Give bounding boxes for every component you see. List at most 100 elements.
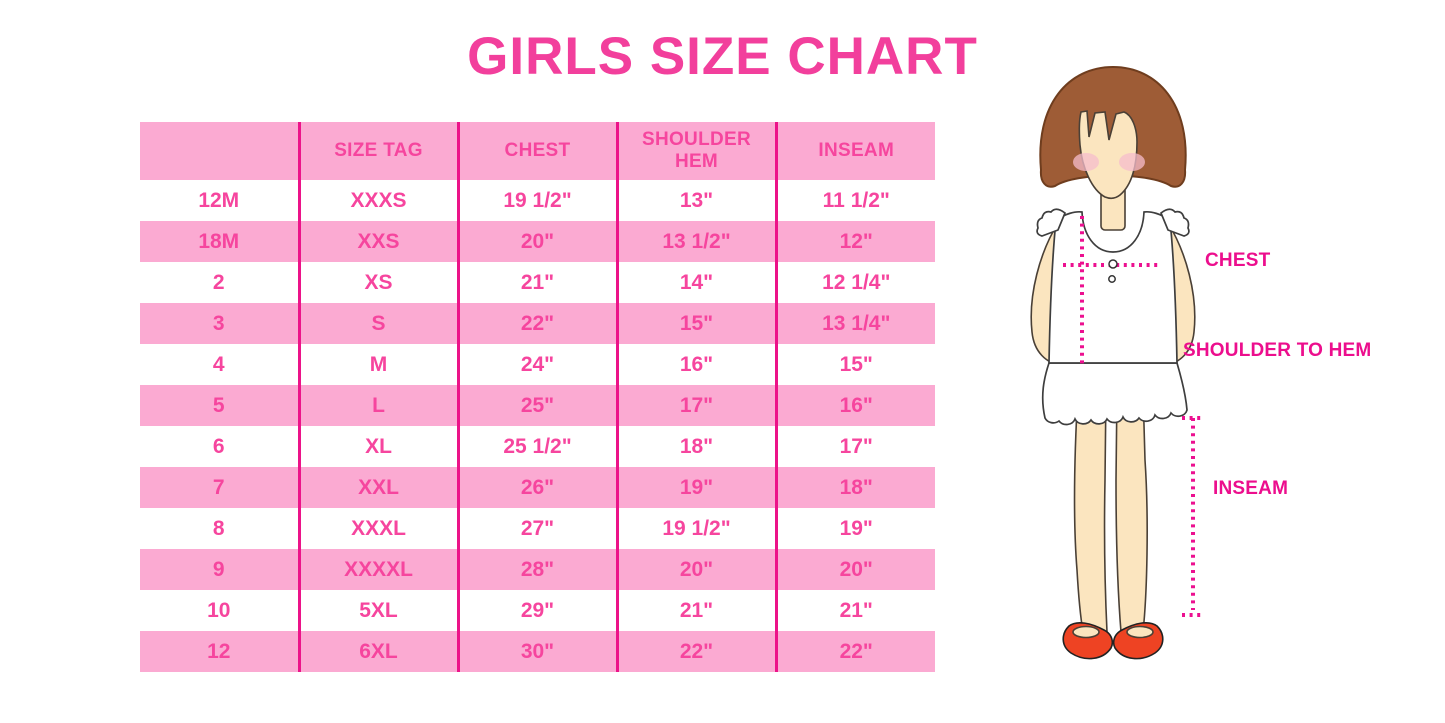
table-cell: L — [297, 385, 458, 426]
table-row: 10 5XL 29" 21" 21" — [140, 590, 935, 631]
table-cell: XS — [297, 262, 458, 303]
column-header: CHEST — [456, 122, 617, 180]
right-shoe-opening — [1126, 625, 1154, 639]
table-row: 7 XXL 26" 19" 18" — [140, 467, 935, 508]
table-cell: 15" — [615, 303, 776, 344]
table-cell: 18M — [140, 221, 299, 262]
table-cell: 29" — [456, 590, 617, 631]
table-cell: XXXL — [297, 508, 458, 549]
table-row: 6 XL 25 1/2" 18" 17" — [140, 426, 935, 467]
chest-measure-label: CHEST — [1205, 250, 1271, 271]
table-row: 2 XS 21" 14" 12 1/4" — [140, 262, 935, 303]
table-cell: 26" — [456, 467, 617, 508]
table-cell: 2 — [212, 270, 225, 294]
table-cell: 16" — [774, 385, 935, 426]
table-cell: 13 1/4" — [774, 303, 935, 344]
table-cell: 6 — [212, 434, 225, 458]
table-row: 9 XXXXL 28" 20" 20" — [140, 549, 935, 590]
table-cell: XXS — [297, 221, 458, 262]
table-cell: 7 — [140, 467, 299, 508]
table-cell: 16" — [615, 344, 776, 385]
inseam-measure-label: INSEAM — [1213, 478, 1289, 499]
table-cell: 19" — [774, 508, 935, 549]
table-cell: 21" — [456, 262, 617, 303]
table-cell: 21" — [774, 590, 935, 631]
table-cell: 13" — [615, 180, 776, 221]
top-button — [1108, 259, 1118, 269]
right-shoulder-ruffle — [1159, 208, 1190, 237]
table-cell: 12 — [140, 631, 299, 672]
table-row: 8 XXXL 27" 19 1/2" 19" — [140, 508, 935, 549]
table-cell: 17" — [615, 385, 776, 426]
table-row: 4 M 24" 16" 15" — [140, 344, 935, 385]
table-cell: 22" — [774, 631, 935, 672]
table-row: 18M XXS 20" 13 1/2" 12" — [140, 221, 935, 262]
table-cell: XXXXL — [297, 549, 458, 590]
column-header — [140, 122, 299, 180]
table-cell: 8 — [212, 516, 225, 540]
table-cell: 20" — [774, 549, 935, 590]
table-cell: 15" — [774, 344, 935, 385]
table-cell: M — [297, 344, 458, 385]
left-shoulder-ruffle — [1036, 208, 1067, 237]
table-cell: XXL — [297, 467, 458, 508]
girl-face — [1078, 110, 1138, 200]
table-cell: 22" — [615, 631, 776, 672]
table-cell: 17" — [774, 426, 935, 467]
table-cell: 19" — [615, 467, 776, 508]
table-cell: 4 — [212, 352, 225, 376]
table-cell: XXXS — [297, 180, 458, 221]
table-cell: 12M — [198, 188, 240, 212]
table-cell: 5XL — [297, 590, 458, 631]
table-cell: 5 — [140, 385, 299, 426]
table-cell: 25" — [456, 385, 617, 426]
column-header: INSEAM — [774, 122, 935, 180]
bodice-top — [1048, 210, 1178, 364]
girl-illustration — [1030, 65, 1204, 660]
left-blush — [1073, 153, 1099, 171]
table-row: 12 6XL 30" 22" 22" — [140, 631, 935, 672]
table-row: 12M XXXS 19 1/2" 13" 11 1/2" — [140, 180, 935, 221]
table-row: 5 L 25" 17" 16" — [140, 385, 935, 426]
table-cell: 27" — [456, 508, 617, 549]
table-cell: 18" — [615, 426, 776, 467]
table-cell: 22" — [456, 303, 617, 344]
table-body: 12M XXXS 19 1/2" 13" 11 1/2" 18M XXS 20" 13 1/2"… — [140, 180, 935, 672]
right-blush — [1119, 153, 1145, 171]
table-row: 3 S 22" 15" 13 1/4" — [140, 303, 935, 344]
skirt-ruffle — [1041, 362, 1188, 426]
table-cell: 13 1/2" — [615, 221, 776, 262]
table-cell: 14" — [615, 262, 776, 303]
girls-size-chart-table: SIZE TAG CHEST SHOULDER HEM INSEAM 12M XXXS 1… — [140, 122, 935, 672]
table-cell: XL — [297, 426, 458, 467]
column-header: SIZE TAG — [297, 122, 458, 180]
header-row: SIZE TAG CHEST SHOULDER HEM INSEAM — [140, 122, 935, 180]
table-cell: 28" — [456, 549, 617, 590]
table-cell: 9 — [140, 549, 299, 590]
table-cell: 30" — [456, 631, 617, 672]
table-cell: 6XL — [297, 631, 458, 672]
table-cell: 10 — [207, 598, 231, 622]
page-title: GIRLS SIZE CHART — [467, 27, 978, 86]
table-header: SIZE TAG CHEST SHOULDER HEM INSEAM — [140, 122, 935, 180]
table-cell: 20" — [615, 549, 776, 590]
left-leg — [1073, 389, 1108, 633]
table-cell: 19 1/2" — [456, 180, 617, 221]
table-cell: 12" — [774, 221, 935, 262]
table-cell: 19 1/2" — [615, 508, 776, 549]
table-cell: 20" — [456, 221, 617, 262]
shoulder-to-hem-measure-label: SHOULDER TO HEM — [1183, 340, 1372, 361]
table-cell: 25 1/2" — [456, 426, 617, 467]
table-cell: S — [297, 303, 458, 344]
table-cell: 24" — [456, 344, 617, 385]
table-cell: 12 1/4" — [774, 262, 935, 303]
table-cell: 3 — [140, 303, 299, 344]
table-cell: 21" — [615, 590, 776, 631]
right-leg — [1115, 389, 1148, 633]
bottom-button — [1108, 275, 1116, 283]
left-shoe-opening — [1072, 625, 1100, 639]
table-cell: 18" — [774, 467, 935, 508]
table-cell: 11 1/2" — [774, 180, 935, 221]
column-header: SHOULDER HEM — [615, 122, 776, 180]
